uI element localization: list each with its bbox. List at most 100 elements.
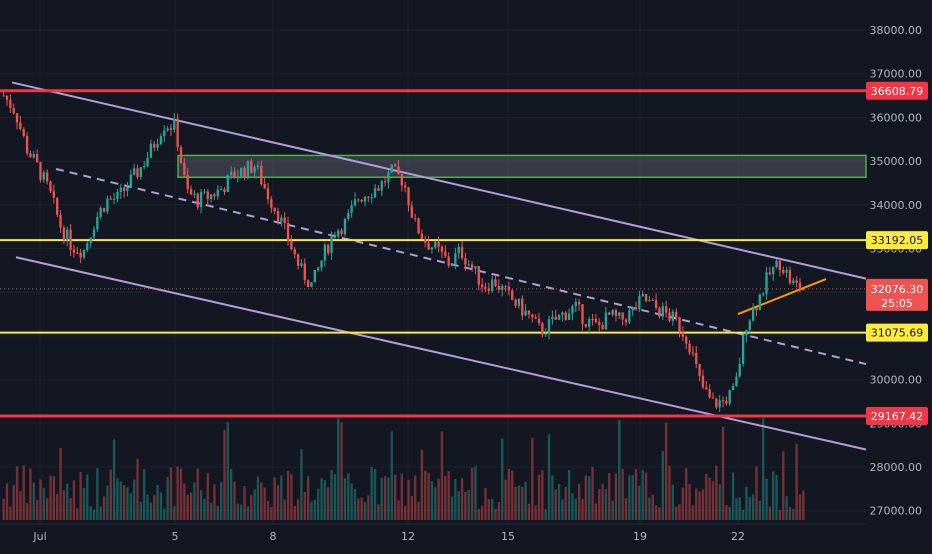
- candle-body: [286, 222, 290, 241]
- candle-body: [661, 306, 664, 317]
- candle-body: [480, 284, 484, 288]
- candle-body: [79, 252, 82, 258]
- time-axis[interactable]: Jul 5 8 12 15 19 22: [32, 530, 745, 543]
- candle-body: [183, 162, 186, 175]
- candle-body: [370, 197, 373, 199]
- volume-bar: [69, 498, 72, 520]
- volume-bar: [671, 484, 675, 520]
- volume-bar: [317, 488, 320, 520]
- candle-body: [99, 208, 102, 217]
- candle-body: [290, 240, 293, 250]
- volume-bar: [29, 468, 32, 520]
- volume-bar: [487, 499, 490, 520]
- volume-bar: [688, 484, 691, 520]
- volume-bar: [494, 508, 497, 520]
- volume-bar: [437, 478, 440, 520]
- candle-body: [561, 312, 564, 315]
- volume-bar: [383, 476, 387, 520]
- volume-bar: [772, 471, 775, 520]
- candle-body: [681, 331, 685, 337]
- volume-bar: [447, 471, 450, 520]
- volume-bar: [454, 478, 457, 520]
- volume-bar: [658, 507, 661, 520]
- volume-bar: [132, 479, 136, 520]
- candle-body: [243, 167, 246, 177]
- volume-bar: [501, 438, 504, 520]
- candle-body: [102, 208, 106, 212]
- candle-body: [116, 191, 119, 199]
- volume-bar: [22, 465, 25, 520]
- candle-body: [695, 352, 698, 364]
- candle-body: [59, 214, 62, 228]
- candle-body: [735, 376, 738, 386]
- candle-body: [497, 286, 501, 290]
- candle-body: [477, 266, 480, 285]
- candle-body: [9, 99, 12, 109]
- level-tag-label: 36608.79: [871, 85, 924, 98]
- candle-body: [404, 185, 407, 188]
- volume-bar: [360, 497, 363, 520]
- candle-body: [554, 316, 557, 320]
- volume-bar: [89, 506, 92, 520]
- volume-bar: [350, 483, 353, 520]
- volume-bar: [293, 505, 296, 520]
- candle-body: [705, 387, 708, 390]
- candle-body: [347, 213, 350, 220]
- volume-bar: [708, 477, 711, 520]
- volume-bar: [327, 487, 330, 520]
- candle-body: [715, 398, 718, 408]
- candle-body: [454, 253, 457, 265]
- candle-body: [758, 294, 762, 311]
- volume-bar: [300, 449, 303, 520]
- price-tick-label: 28000.00: [870, 461, 923, 474]
- volume-bar: [183, 483, 186, 520]
- volume-bar: [584, 475, 588, 520]
- candle-body: [276, 211, 280, 222]
- volume-bar: [390, 431, 393, 520]
- volume-bar: [521, 486, 524, 520]
- time-tick-label: 5: [172, 530, 179, 543]
- volume-bar: [106, 485, 109, 520]
- volume-bar: [634, 469, 638, 520]
- candle-body: [778, 260, 782, 271]
- candle-body: [270, 199, 273, 208]
- candle-body: [72, 249, 76, 253]
- volume-bar: [72, 480, 76, 520]
- horizontal-levels[interactable]: [0, 89, 866, 418]
- candle-body: [163, 130, 166, 137]
- candle-body: [611, 310, 614, 315]
- level-tag-label: 31075.69: [871, 327, 924, 340]
- candle-body: [313, 270, 317, 283]
- volume-bar: [149, 502, 153, 520]
- time-tick-label: 19: [633, 530, 647, 543]
- candle-body: [782, 270, 785, 273]
- candle-body: [711, 397, 715, 399]
- volume-bar: [444, 476, 447, 520]
- candle-body: [129, 174, 132, 188]
- candle-body: [792, 280, 795, 284]
- candle-body: [193, 193, 196, 195]
- candle-body: [22, 129, 25, 137]
- volume-bar: [728, 507, 731, 520]
- volume-bar: [551, 475, 554, 520]
- candle-body: [219, 189, 223, 191]
- candle-body: [223, 189, 226, 193]
- candle-body: [112, 198, 116, 200]
- candle-body: [795, 280, 798, 283]
- volume-bar: [186, 494, 189, 520]
- volume-bar: [363, 502, 367, 520]
- volume-bar: [12, 484, 15, 520]
- candle-body: [678, 317, 681, 332]
- volume-bar: [594, 503, 598, 520]
- volume-bar: [340, 422, 343, 520]
- candle-body: [153, 143, 156, 148]
- volume-bar: [156, 485, 159, 520]
- candle-body: [52, 191, 56, 198]
- candle-body: [621, 312, 624, 320]
- volume-bar: [209, 502, 213, 520]
- volume-bar: [226, 422, 230, 520]
- volume-bar: [380, 477, 383, 520]
- candle-body: [460, 246, 464, 259]
- volume-bar: [765, 478, 768, 520]
